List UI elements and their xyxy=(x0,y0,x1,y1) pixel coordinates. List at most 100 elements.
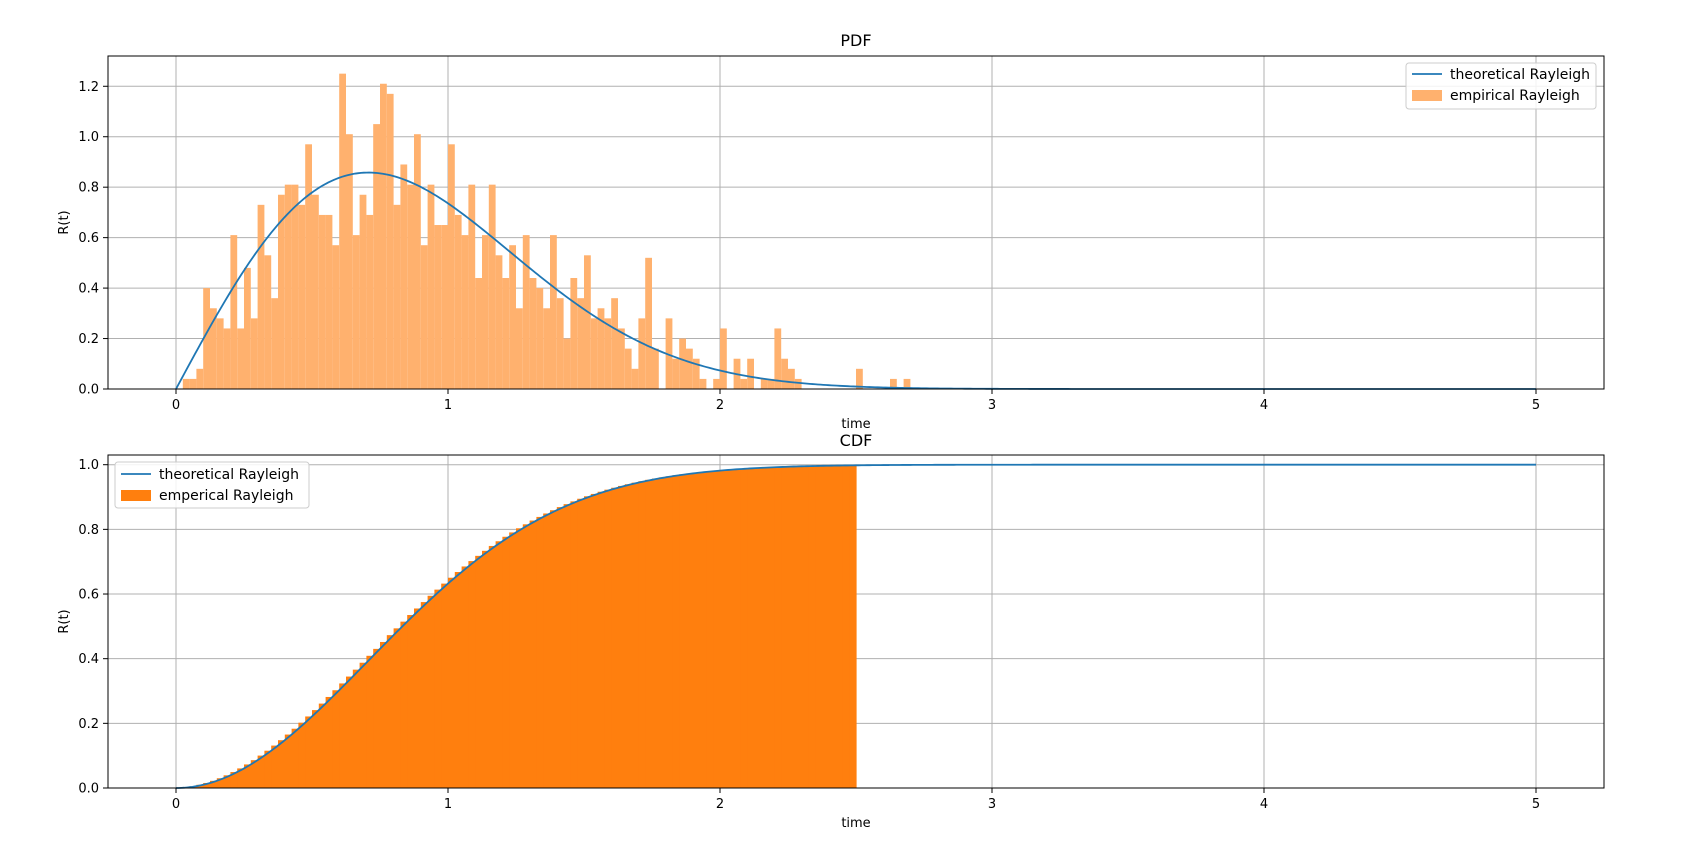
cdf-legend-label-empirical: emperical Rayleigh xyxy=(159,488,293,504)
pdf-y-axis-label: R(t) xyxy=(57,210,72,234)
pdf-histogram-bar xyxy=(624,348,632,389)
cdf-histogram-bar xyxy=(794,466,803,788)
cdf-histogram-bar xyxy=(720,470,728,788)
pdf-chart: PDF 0 1 2 3 4 5 0.0 0.2 0.4 0.6 0.8 1.0 1.2 time R(… xyxy=(57,31,1605,432)
pdf-histogram-bar xyxy=(788,368,795,389)
cdf-histogram-bar xyxy=(760,467,769,788)
cdf-histogram-bar xyxy=(448,577,456,788)
cdf-legend-bar-swatch xyxy=(121,490,151,501)
pdf-histogram-bar xyxy=(652,348,659,389)
cdf-histogram-bar xyxy=(488,545,497,788)
cdf-histogram-bar xyxy=(604,489,612,788)
pdf-histogram-bar xyxy=(604,318,612,389)
pdf-y-ticks: 0.0 0.2 0.4 0.6 0.8 1.0 1.2 xyxy=(78,80,108,398)
cdf-legend-label-theoretical: theoretical Rayleigh xyxy=(159,467,299,483)
cdf-histogram-bar xyxy=(196,784,204,788)
cdf-histogram-bar xyxy=(325,696,333,788)
pdf-histogram-bar xyxy=(536,288,544,389)
cdf-x-ticks: 0 1 2 3 4 5 xyxy=(172,788,1540,812)
cdf-histogram-bar xyxy=(706,471,714,788)
cdf-histogram-bar xyxy=(216,778,225,788)
cdf-histogram-bar xyxy=(284,734,293,788)
pdf-histogram-bar xyxy=(400,164,408,389)
pdf-histogram-bar xyxy=(760,378,768,389)
cdf-histogram-bar xyxy=(291,728,299,788)
cdf-chart-title: CDF xyxy=(840,431,873,450)
cdf-histogram-bar xyxy=(502,536,510,788)
pdf-histogram-bar xyxy=(686,348,693,389)
cdf-histogram-bar xyxy=(441,583,449,788)
pdf-histogram-bar xyxy=(380,83,387,389)
cdf-histogram-bar xyxy=(346,676,354,788)
cdf-histogram-bar xyxy=(781,466,789,788)
pdf-histogram-bar xyxy=(346,134,353,389)
pdf-histogram-bar xyxy=(325,214,333,389)
cdf-histogram-bar xyxy=(611,487,619,788)
cdf-histogram-bar xyxy=(332,690,340,788)
pdf-histogram-bar xyxy=(509,245,516,389)
cdf-histogram-bar xyxy=(271,745,279,788)
cdf-histogram-bar xyxy=(679,474,687,788)
cdf-histogram-bar xyxy=(386,635,395,788)
pdf-histogram-bar xyxy=(278,194,285,389)
cdf-histogram-bar xyxy=(570,501,578,788)
cdf-histogram-bar xyxy=(278,740,286,788)
cdf-histogram-bar xyxy=(454,572,463,788)
cdf-histogram-bar xyxy=(543,513,551,788)
pdf-histogram-bar xyxy=(189,378,197,389)
pdf-legend-box xyxy=(1405,62,1597,110)
cdf-histogram-bar xyxy=(767,467,775,788)
cdf-histogram-bar xyxy=(529,520,537,788)
cdf-histogram-bar xyxy=(556,507,565,788)
cdf-histogram-bar xyxy=(692,472,701,788)
pdf-histogram-bar xyxy=(264,255,272,389)
cdf-histogram-bar xyxy=(461,566,469,788)
pdf-x-axis-label: time xyxy=(841,417,870,432)
pdf-histogram-bar xyxy=(230,235,238,389)
pdf-histogram-bar xyxy=(291,184,299,389)
pdf-histogram-bar xyxy=(482,235,489,389)
pdf-histogram-bar xyxy=(543,308,550,389)
pdf-histogram-bar xyxy=(692,358,700,389)
pdf-histogram-bar xyxy=(318,214,326,389)
cdf-histogram-bar xyxy=(808,465,816,788)
cdf-histogram-bar xyxy=(482,550,490,788)
cdf-histogram-bar xyxy=(434,589,442,788)
pdf-y-tick-label: 1.0 xyxy=(78,130,99,145)
pdf-histogram-bar xyxy=(502,278,510,389)
pdf-histogram-bar xyxy=(182,378,190,389)
pdf-histogram-bar xyxy=(767,378,775,389)
pdf-histogram-bar xyxy=(495,255,503,389)
cdf-y-tick-label: 0.8 xyxy=(78,523,99,538)
pdf-axes-frame xyxy=(107,55,1605,390)
cdf-histogram-bar xyxy=(747,468,755,788)
cdf-histogram-bar xyxy=(414,608,422,788)
pdf-histogram-bar xyxy=(590,318,598,389)
cdf-histogram-bar xyxy=(638,481,646,788)
cdf-histogram-bar xyxy=(536,516,544,788)
cdf-y-ticks: 0.0 0.2 0.4 0.6 0.8 1.0 xyxy=(78,458,108,797)
cdf-histogram-bar xyxy=(400,621,408,788)
cdf-histogram-bar xyxy=(244,764,252,788)
pdf-histogram-bar xyxy=(352,235,360,389)
cdf-histogram-bar xyxy=(318,703,327,788)
pdf-histogram-bar xyxy=(441,225,448,389)
cdf-histogram-bar xyxy=(822,465,830,788)
cdf-histogram-bar xyxy=(380,641,388,788)
cdf-histogram-bar xyxy=(223,775,231,788)
cdf-histogram-bar xyxy=(842,465,850,788)
cdf-histogram-bar xyxy=(393,628,401,788)
pdf-histogram-bar xyxy=(631,368,639,389)
cdf-histogram-bar xyxy=(815,465,823,788)
cdf-y-tick-label: 0.4 xyxy=(78,652,99,667)
pdf-histogram-bar xyxy=(856,368,863,389)
pdf-histogram-bar xyxy=(196,368,204,389)
cdf-histogram-bar xyxy=(740,468,748,788)
cdf-y-tick-label: 1.0 xyxy=(78,458,99,473)
pdf-histogram-bar xyxy=(529,278,537,389)
cdf-histogram-bar xyxy=(203,782,211,788)
pdf-x-ticks: 0 1 2 3 4 5 xyxy=(172,389,1540,413)
cdf-histogram-bar xyxy=(658,477,667,788)
cdf-theoretical-line xyxy=(175,463,1536,789)
